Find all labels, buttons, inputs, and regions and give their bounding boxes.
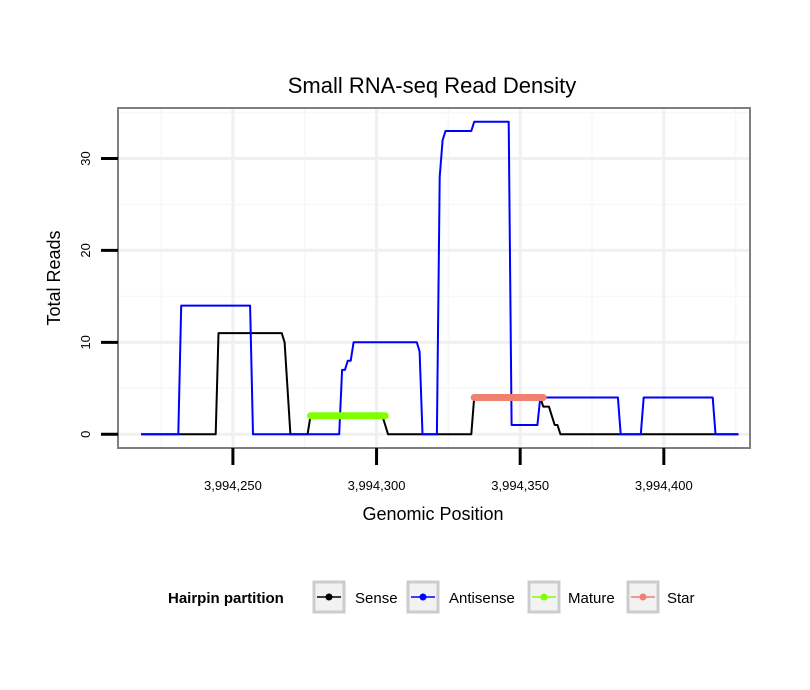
y-axis: 0 10 20 30 xyxy=(78,151,118,438)
legend-item-antisense: Antisense xyxy=(406,580,515,614)
minor-gridlines xyxy=(118,108,750,448)
plot-panel xyxy=(117,107,751,449)
plot-panel-border xyxy=(117,107,751,449)
legend-key-point xyxy=(325,593,333,601)
y-axis-title: Total Reads xyxy=(44,230,64,325)
legend-label: Mature xyxy=(568,590,615,607)
x-axis: 3,994,250 3,994,300 3,994,350 3,994,400 xyxy=(204,448,693,493)
x-axis-tick-label: 3,994,250 xyxy=(204,478,262,493)
legend: Hairpin partition Sense Antisense Mature St… xyxy=(168,580,695,614)
legend-label: Antisense xyxy=(449,590,515,607)
y-axis-tick-label: 30 xyxy=(78,151,93,165)
x-axis-tick-label: 3,994,350 xyxy=(491,478,549,493)
series-line-sense xyxy=(141,332,739,436)
legend-title: Hairpin partition xyxy=(168,590,284,607)
series-layer xyxy=(141,120,739,436)
chart-title: Small RNA-seq Read Density xyxy=(288,73,577,98)
legend-item-sense: Sense xyxy=(312,580,398,614)
legend-label: Sense xyxy=(355,590,398,607)
legend-item-star: Star xyxy=(626,580,695,614)
x-axis-tick-label: 3,994,300 xyxy=(348,478,406,493)
y-axis-tick-label: 0 xyxy=(78,431,93,438)
y-axis-tick-label: 10 xyxy=(78,335,93,349)
legend-key-point xyxy=(540,593,548,601)
series-line-antisense xyxy=(141,120,739,436)
legend-key-point xyxy=(639,593,647,601)
legend-items: Sense Antisense Mature Star xyxy=(312,580,695,614)
legend-key-point xyxy=(419,593,427,601)
plot-panel-background xyxy=(118,108,750,448)
y-axis-tick-label: 20 xyxy=(78,243,93,257)
legend-item-mature: Mature xyxy=(527,580,615,614)
legend-label: Star xyxy=(667,590,695,607)
x-axis-tick-label: 3,994,400 xyxy=(635,478,693,493)
x-axis-title: Genomic Position xyxy=(362,504,503,524)
